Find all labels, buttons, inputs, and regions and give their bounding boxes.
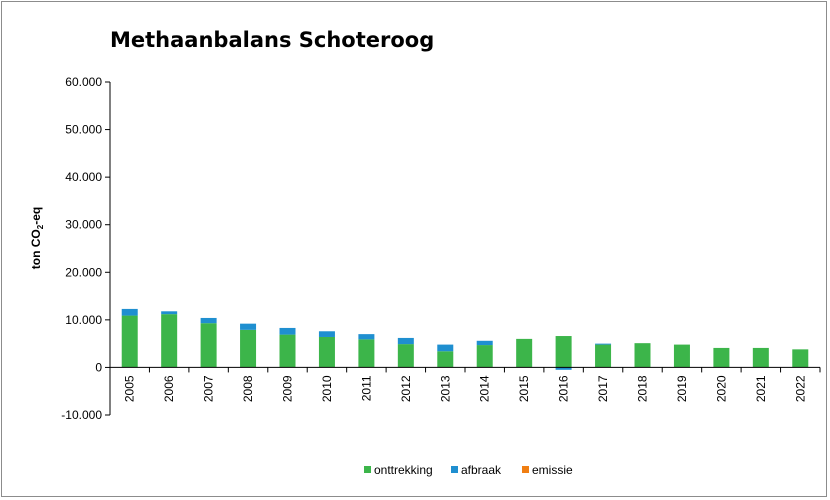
x-tick-label: 2012 [399, 375, 413, 402]
y-axis-title-main: ton CO [29, 229, 43, 269]
bar-onttrekking-2007 [200, 323, 217, 368]
bar-afbraak-2016 [555, 367, 572, 370]
x-tick-label: 2020 [714, 375, 728, 402]
x-tick-label: 2010 [320, 375, 334, 402]
svg-text:ton CO2-eq: ton CO2-eq [29, 207, 45, 269]
bar-onttrekking-2011 [358, 339, 375, 368]
bar-onttrekking-2015 [516, 338, 533, 368]
bar-onttrekking-2019 [673, 344, 690, 368]
x-axis: 2005 2006 2007 2008 2009 2010 2011 2012 2013 2014… [109, 366, 821, 402]
y-axis-title: ton CO2-eq [29, 207, 45, 269]
bar-onttrekking-2018 [634, 343, 651, 368]
y-axis-title-tail: -eq [29, 207, 43, 225]
bar-afbraak-2013 [437, 344, 454, 352]
bar-afbraak-2014 [476, 340, 493, 346]
bar-onttrekking-2009 [279, 334, 296, 368]
legend: onttrekking afbraak emissie [364, 463, 573, 477]
x-tick-label: 2006 [162, 375, 176, 402]
bar-onttrekking-2008 [240, 329, 257, 368]
bar-onttrekking-2010 [318, 336, 335, 368]
x-tick-label: 2009 [281, 375, 295, 402]
y-tick-label: 10.000 [65, 313, 102, 327]
x-tick-label: 2014 [478, 375, 492, 402]
y-tick-label: 60.000 [65, 75, 102, 89]
bar-afbraak-2005 [121, 308, 138, 316]
x-tick-label: 2013 [438, 375, 452, 402]
legend-swatch-afbraak [451, 466, 458, 473]
y-tick-label: 40.000 [65, 170, 102, 184]
x-tick-label: 2019 [675, 375, 689, 402]
y-tick-label: 30.000 [65, 218, 102, 232]
bar-onttrekking-2012 [397, 344, 414, 368]
x-tick-label: 2021 [754, 375, 768, 402]
bar-onttrekking-2016 [555, 336, 572, 368]
x-tick-label: 2011 [359, 375, 373, 401]
bars [121, 308, 809, 370]
x-tick-label: 2018 [636, 375, 650, 402]
x-tick-label: 2017 [596, 375, 610, 402]
y-tick-label: 20.000 [65, 265, 102, 279]
x-tick-label: 2015 [517, 375, 531, 402]
bar-onttrekking-2017 [595, 344, 612, 368]
bar-afbraak-2006 [161, 311, 178, 315]
bar-onttrekking-2013 [437, 351, 454, 368]
y-tick-label: -10.000 [61, 408, 102, 422]
legend-label-emissie: emissie [532, 463, 573, 477]
y-tick-label: 50.000 [65, 123, 102, 137]
bar-onttrekking-2014 [476, 345, 493, 368]
x-tick-label: 2007 [202, 375, 216, 402]
bar-onttrekking-2005 [121, 315, 138, 368]
bar-onttrekking-2006 [161, 314, 178, 368]
chart-title: Methaanbalans Schoteroog [110, 28, 435, 52]
legend-label-onttrekking: onttrekking [374, 463, 433, 477]
y-axis-title-subscript: 2 [36, 224, 45, 229]
bar-afbraak-2007 [200, 317, 217, 324]
bar-afbraak-2011 [358, 334, 375, 340]
y-tick-label: 0 [95, 360, 102, 374]
y-axis: -10.000 0 10.000 20.000 30.000 40.000 50.000 60… [61, 75, 111, 422]
bar-afbraak-2017 [595, 343, 612, 345]
x-tick-label: 2022 [793, 375, 807, 402]
legend-label-afbraak: afbraak [461, 463, 502, 477]
bar-onttrekking-2022 [792, 349, 809, 368]
bar-afbraak-2009 [279, 327, 296, 335]
x-tick-label: 2005 [123, 375, 137, 402]
legend-swatch-emissie [522, 466, 529, 473]
x-tick-label: 2008 [241, 375, 255, 402]
bar-afbraak-2008 [240, 323, 257, 330]
bar-onttrekking-2020 [713, 347, 730, 368]
legend-swatch-onttrekking [364, 466, 371, 473]
x-tick-label: 2016 [557, 375, 571, 402]
bar-afbraak-2012 [397, 337, 414, 345]
bar-afbraak-2010 [318, 331, 335, 337]
bar-onttrekking-2021 [752, 347, 769, 368]
